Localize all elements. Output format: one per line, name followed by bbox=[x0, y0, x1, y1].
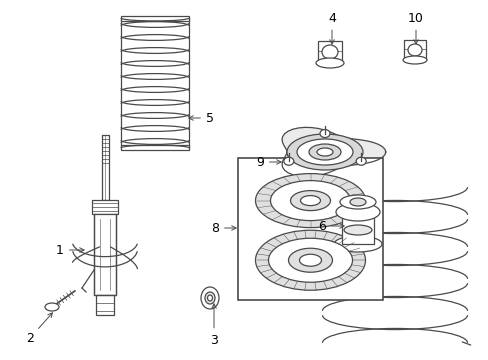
Ellipse shape bbox=[255, 230, 365, 290]
Bar bbox=[238, 158, 382, 300]
Ellipse shape bbox=[300, 195, 320, 206]
Bar bbox=[102, 135, 108, 200]
Bar bbox=[403, 40, 425, 60]
Text: 6: 6 bbox=[317, 220, 344, 233]
Ellipse shape bbox=[355, 157, 366, 165]
Ellipse shape bbox=[299, 254, 321, 266]
Text: 9: 9 bbox=[256, 156, 281, 168]
Polygon shape bbox=[282, 127, 385, 177]
Bar bbox=[121, 16, 189, 21]
Ellipse shape bbox=[407, 44, 421, 56]
Ellipse shape bbox=[335, 203, 379, 221]
Ellipse shape bbox=[308, 144, 340, 160]
Text: 2: 2 bbox=[26, 313, 52, 345]
Ellipse shape bbox=[268, 238, 352, 282]
Bar bbox=[96, 295, 114, 315]
Ellipse shape bbox=[270, 181, 350, 221]
Ellipse shape bbox=[286, 134, 362, 170]
Ellipse shape bbox=[290, 190, 330, 211]
Bar bbox=[121, 145, 189, 150]
Bar bbox=[92, 200, 118, 214]
Ellipse shape bbox=[333, 236, 381, 252]
Text: 10: 10 bbox=[407, 12, 423, 44]
Text: 3: 3 bbox=[210, 304, 218, 346]
Text: 7: 7 bbox=[305, 258, 335, 271]
Ellipse shape bbox=[201, 287, 219, 309]
Ellipse shape bbox=[343, 225, 371, 235]
Ellipse shape bbox=[45, 303, 59, 311]
Ellipse shape bbox=[319, 130, 329, 138]
Ellipse shape bbox=[316, 148, 332, 156]
Ellipse shape bbox=[207, 295, 212, 301]
Ellipse shape bbox=[339, 195, 375, 209]
Text: 8: 8 bbox=[210, 221, 236, 234]
Ellipse shape bbox=[204, 292, 215, 304]
Ellipse shape bbox=[402, 56, 426, 64]
Ellipse shape bbox=[255, 174, 365, 228]
Text: 4: 4 bbox=[327, 12, 335, 44]
Bar bbox=[341, 212, 373, 244]
Ellipse shape bbox=[349, 198, 365, 206]
Ellipse shape bbox=[288, 248, 332, 272]
Text: 1: 1 bbox=[56, 243, 84, 256]
Bar bbox=[94, 214, 116, 295]
Ellipse shape bbox=[283, 157, 293, 165]
Text: 5: 5 bbox=[188, 112, 214, 125]
Ellipse shape bbox=[315, 58, 343, 68]
Bar bbox=[317, 41, 341, 63]
Ellipse shape bbox=[321, 45, 337, 59]
Ellipse shape bbox=[296, 139, 352, 165]
